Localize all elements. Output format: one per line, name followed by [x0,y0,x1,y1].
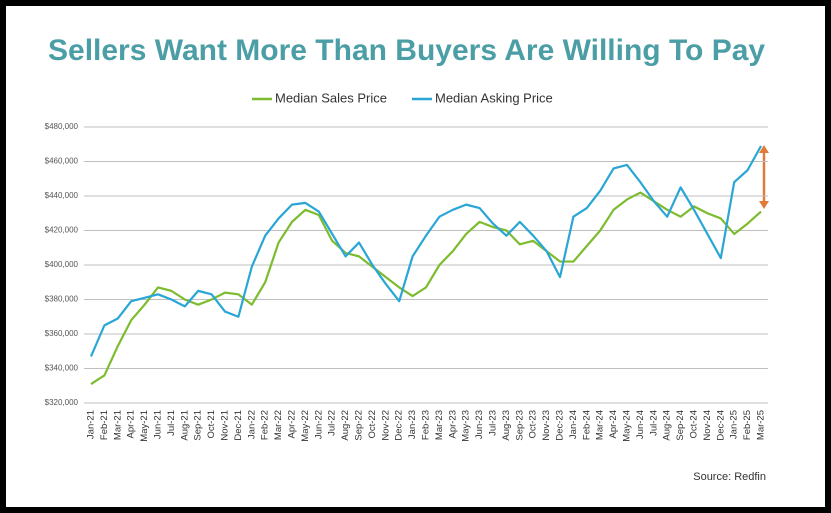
source: Source: Redfin [693,471,766,483]
x-tick-label: Apr-23 [447,410,458,439]
y-tick-label: $320,000 [45,398,79,407]
x-tick-label: Jan-24 [568,410,579,439]
x-tick-label: Apr-21 [126,410,137,439]
x-tick-label: Jan-25 [729,410,740,439]
x-tick-label: Oct-24 [689,410,700,439]
x-tick-label: Mar-25 [756,410,767,440]
x-tick-label: Jul-22 [327,410,338,436]
y-tick-label: $400,000 [45,260,79,269]
legend-label: Median Asking Price [435,90,553,105]
x-tick-label: Aug-21 [179,410,190,441]
x-tick-label: Jun-22 [313,410,324,439]
y-tick-label: $440,000 [45,191,79,200]
x-tick-label: Sep-22 [354,410,365,441]
y-tick-label: $380,000 [45,295,79,304]
x-tick-label: May-23 [461,410,472,442]
y-tick-label: $480,000 [45,122,79,131]
x-tick-label: Feb-22 [260,410,271,440]
x-tick-label: May-21 [139,410,150,442]
x-tick-label: Sep-23 [514,410,525,441]
y-tick-label: $360,000 [45,329,79,338]
x-tick-label: Feb-23 [421,410,432,440]
x-tick-label: Feb-25 [742,410,753,440]
x-tick-label: Aug-22 [340,410,351,441]
y-tick-label: $460,000 [45,157,79,166]
x-tick-label: Dec-24 [715,410,726,441]
y-tick-label: $340,000 [45,364,79,373]
data-line [90,191,762,385]
x-tick-label: Jul-23 [488,410,499,436]
x-tick-label: Jan-21 [86,410,97,439]
x-tick-label: Feb-24 [581,410,592,440]
y-tick-label: $420,000 [45,226,79,235]
x-tick-label: Jul-21 [166,410,177,436]
x-tick-label: Dec-22 [394,410,405,441]
difference-arrow [759,145,769,209]
x-tick-label: Nov-24 [702,410,713,441]
x-tick-label: Oct-23 [528,410,539,439]
x-tick-label: Jun-23 [474,410,485,439]
x-tick-label: Nov-21 [220,410,231,441]
legend-label: Median Sales Price [275,90,387,105]
x-tick-label: Nov-23 [541,410,552,441]
x-tick-label: Mar-24 [595,410,606,440]
x-tick-label: Dec-23 [555,410,566,441]
x-tick-label: Aug-23 [501,410,512,441]
x-tick-label: Sep-21 [193,410,204,441]
panel [6,6,825,507]
x-tick-label: Jun-24 [635,410,646,439]
x-tick-label: Nov-22 [380,410,391,441]
x-tick-label: Jul-24 [648,410,659,436]
x-tick-label: Sep-24 [675,410,686,441]
x-tick-label: Aug-24 [662,410,673,441]
x-tick-label: Oct-21 [206,410,217,439]
chart-title: Sellers Want More Than Buyers Are Willin… [48,34,765,67]
x-tick-label: Jan-22 [246,410,257,439]
x-tick-label: Dec-21 [233,410,244,441]
x-tick-label: Mar-23 [434,410,445,440]
x-tick-label: Oct-22 [367,410,378,439]
x-tick-label: Apr-24 [608,410,619,439]
x-tick-label: May-24 [622,410,633,442]
x-tick-label: Jun-21 [153,410,164,439]
x-tick-label: Jan-23 [407,410,418,439]
x-tick-label: Feb-21 [99,410,110,440]
data-line [89,145,762,357]
x-tick-label: Apr-22 [287,410,298,439]
x-tick-label: Mar-21 [112,410,123,440]
x-tick-label: May-22 [300,410,311,442]
x-tick-label: Mar-22 [273,410,284,440]
